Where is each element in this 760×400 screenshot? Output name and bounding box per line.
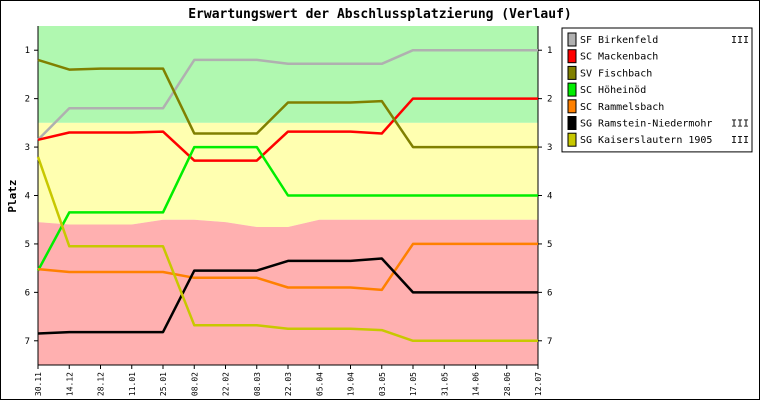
- y-tick-label-left: 5: [25, 240, 30, 250]
- x-tick-label: 11.01: [128, 372, 137, 396]
- x-tick-label: 12.07: [534, 372, 543, 396]
- x-tick-label: 19.04: [347, 372, 356, 396]
- y-tick-label-right: 4: [547, 192, 552, 202]
- series-line: [37, 242, 538, 292]
- chart-title: Erwartungswert der Abschlussplatzierung …: [188, 7, 572, 22]
- x-tick-label: 31.05: [440, 372, 449, 396]
- legend-swatch: [567, 32, 577, 47]
- series-line: [36, 156, 538, 343]
- axes: 1 1 2 2 3 3 4 4 5 5 6 6 7 7 30.11 14.12 28.12 11.01 25.01 0…: [25, 26, 552, 396]
- series-line: [37, 58, 538, 149]
- x-tick-label: 08.02: [190, 372, 199, 396]
- y-tick-label-right: 5: [547, 240, 552, 250]
- series-line: [36, 145, 538, 272]
- legend-swatch: [567, 132, 577, 147]
- legend-entry-label: SG Ramstein-Niedermohr: [580, 119, 712, 130]
- legend-entry-suffix: III: [731, 119, 749, 130]
- legend-entry-suffix: III: [731, 135, 749, 146]
- x-tick-label: 22.03: [284, 372, 293, 396]
- x-tick-label: 25.01: [159, 372, 168, 396]
- legend-swatch: [567, 82, 577, 97]
- series-line: [37, 97, 538, 162]
- legend-swatch: [567, 116, 577, 130]
- legend-swatch: [567, 49, 577, 64]
- y-tick-label-left: 2: [25, 95, 30, 105]
- legend-box: [561, 27, 753, 153]
- x-tick-label: 17.05: [409, 372, 418, 396]
- x-tick-label: 30.11: [34, 372, 43, 396]
- y-axis-label: Platz: [6, 179, 19, 212]
- x-tick-label: 14.12: [65, 372, 74, 396]
- legend-entry-label: SF Birkenfeld: [580, 35, 658, 46]
- y-tick-label-right: 3: [547, 143, 552, 153]
- y-tick-label-right: 6: [547, 288, 552, 298]
- y-tick-label-right: 7: [547, 337, 552, 347]
- y-tick-label-left: 6: [25, 288, 30, 298]
- legend-entry-label: SV Fischbach: [580, 68, 652, 79]
- y-tick-label-right: 2: [547, 95, 552, 105]
- x-tick-label: 08.03: [253, 372, 262, 396]
- legend-entry-label: SC Mackenbach: [580, 52, 658, 63]
- legend-entry-suffix: III: [731, 35, 749, 46]
- y-tick-label-left: 7: [25, 337, 30, 347]
- legend: SF Birkenfeld III SC Mackenbach SV Fischbac…: [561, 27, 753, 153]
- band-yellow: [38, 122, 538, 227]
- legend-entry-label: SG Kaiserslautern 1905: [580, 135, 712, 146]
- x-tick-label: 28.12: [97, 372, 106, 396]
- y-tick-label-left: 1: [25, 46, 30, 56]
- band-red: [38, 219, 538, 365]
- x-tick-label: 14.06: [472, 372, 481, 396]
- series-line: [37, 257, 538, 335]
- y-tick-label-left: 4: [25, 192, 30, 202]
- x-tick-label: 05.04: [315, 372, 324, 396]
- x-tick-label: 03.05: [378, 372, 387, 396]
- legend-entry-label: SC Rammelsbach: [580, 102, 664, 113]
- legend-swatch: [567, 65, 577, 80]
- legend-entry-label: SC Höheinöd: [580, 85, 646, 96]
- series-line: [37, 48, 538, 141]
- y-tick-label-left: 3: [25, 143, 30, 153]
- y-tick-label-right: 1: [547, 46, 552, 56]
- legend-swatch: [567, 99, 577, 114]
- x-tick-label: 28.06: [503, 372, 512, 396]
- series-lines: [36, 48, 538, 343]
- x-tick-label: 22.02: [222, 372, 231, 396]
